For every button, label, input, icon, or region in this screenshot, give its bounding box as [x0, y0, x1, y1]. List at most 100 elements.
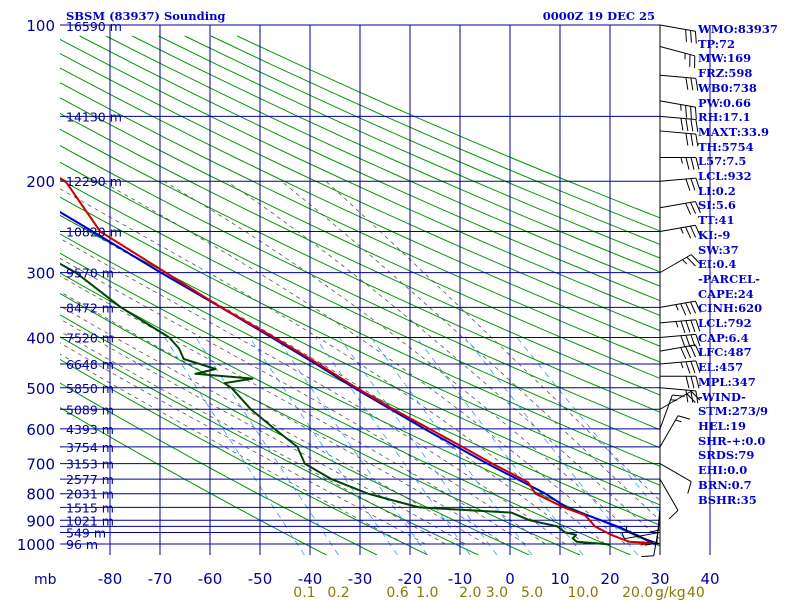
index-row: MAXT:33.9: [698, 124, 769, 139]
index-row: MPL:347: [698, 374, 756, 389]
mixing-ratio-line: [164, 337, 305, 555]
index-row: BSHR:35: [698, 492, 757, 507]
dry-adiabat: [60, 161, 660, 449]
pressure-unit-label: mb: [34, 572, 57, 588]
index-row: CAPE:24: [698, 286, 754, 301]
temperature-tick-label: -70: [148, 570, 173, 588]
index-row: CAP:6.4: [698, 330, 749, 345]
height-label: 14130 m: [66, 109, 122, 124]
index-row: TH:5754: [698, 139, 754, 154]
height-label: 8472 m: [66, 300, 114, 315]
index-row: EL:457: [698, 360, 744, 375]
temperature-tick-label: -20: [398, 570, 423, 588]
mixing-ratio-label: 40: [687, 585, 705, 600]
mixing-ratio-line: [416, 337, 584, 555]
dry-adiabat: [60, 38, 660, 316]
pressure-tick-label: 700: [26, 456, 55, 474]
height-label: 9570 m: [66, 266, 114, 281]
wind-barb: [659, 100, 697, 120]
index-row: HEL:19: [698, 418, 746, 433]
dry-adiabat: [60, 272, 631, 555]
pressure-tick-label: 600: [26, 421, 55, 439]
height-label: 10820 m: [66, 225, 122, 240]
index-row: SI:5.6: [698, 198, 736, 213]
wind-barb: [659, 360, 701, 374]
temperature-profile: [60, 176, 651, 546]
dewpoint-profile: [60, 262, 611, 546]
wind-barb: [621, 531, 661, 540]
dry-adiabat: [158, 35, 660, 259]
wind-barb: [659, 390, 701, 410]
moist-adiabat: [60, 188, 606, 545]
pressure-tick-label: 100: [26, 17, 55, 35]
moist-adiabat: [60, 318, 466, 545]
dry-adiabat: [131, 35, 660, 273]
mixing-ratio-label: 2.0: [459, 585, 481, 600]
dry-adiabat: [79, 35, 660, 302]
temperature-tick-label: -10: [448, 570, 473, 588]
pressure-tick-label: 900: [26, 512, 55, 530]
height-label: 1021 m: [66, 513, 114, 528]
temperature-tick-label: -40: [298, 570, 323, 588]
pressure-tick-label: 200: [26, 173, 55, 191]
pressure-tick-label: 800: [26, 486, 55, 504]
wind-barb: [659, 254, 701, 274]
dry-adiabat: [60, 112, 660, 396]
temperature-tick-label: 40: [700, 570, 719, 588]
temperature-tick-label: -60: [198, 570, 223, 588]
height-label: 5089 m: [66, 402, 114, 417]
mixing-ratio-line: [339, 337, 498, 555]
dry-adiabat: [60, 233, 660, 526]
height-label: 1515 m: [66, 500, 114, 515]
index-row: LFC:487: [698, 345, 752, 360]
index-row: LCL:792: [698, 316, 752, 331]
index-row: CINH:620: [698, 301, 763, 316]
dry-adiabat: [60, 406, 327, 555]
temperature-tick-label: 0: [505, 570, 515, 588]
index-row: RH:17.1: [698, 110, 751, 125]
index-row: KI:-9: [698, 227, 731, 242]
index-row: SHR-+:0.0: [698, 433, 766, 448]
wind-barb: [659, 177, 701, 191]
index-row: WB0:738: [698, 80, 757, 95]
index-row: PW:0.66: [698, 95, 752, 110]
index-row: LI:0.2: [698, 183, 736, 198]
wind-barb: [659, 478, 679, 520]
wind-barb: [659, 300, 701, 316]
height-label: 3754 m: [66, 440, 114, 455]
wind-barb: [659, 74, 699, 91]
mixing-ratio-label: 10.0: [567, 585, 598, 600]
wind-barb: [659, 333, 701, 348]
height-label: 2577 m: [66, 472, 114, 487]
mixing-ratio-label: 0.2: [327, 585, 349, 600]
mixing-ratio-line: [465, 337, 639, 555]
dry-adiabat: [60, 145, 660, 431]
mixing-ratio-label: 1.0: [416, 585, 438, 600]
temperature-tick-label: 20: [600, 570, 619, 588]
wind-barb: [659, 319, 701, 333]
index-row: BRN:0.7: [698, 477, 752, 492]
height-label: 12290 m: [66, 174, 122, 189]
profiles: [60, 176, 656, 546]
wind-barb: [659, 201, 701, 215]
dry-adiabat: [60, 178, 660, 467]
height-label: 7520 m: [66, 330, 114, 345]
index-row: L57:7.5: [698, 154, 747, 169]
dry-adiabat: [60, 67, 660, 347]
wind-barb: [641, 520, 661, 558]
mixing-ratio-label: 0.1: [293, 585, 315, 600]
dry-adiabat: [60, 382, 378, 555]
dry-adiabat: [60, 314, 530, 555]
dry-adiabat: [184, 35, 660, 245]
dry-adiabat: [60, 358, 429, 555]
index-row: FRZ:598: [698, 66, 753, 81]
height-label: 3153 m: [66, 457, 114, 472]
temperature-tick-label: -80: [98, 570, 123, 588]
temperature-tick-label: -50: [248, 570, 273, 588]
height-label: 2031 m: [66, 487, 114, 502]
grid: [60, 24, 711, 555]
mixing-ratio-line: [195, 337, 339, 555]
mixing-ratio-label: 20.0: [622, 585, 653, 600]
wind-barb: [659, 394, 685, 430]
